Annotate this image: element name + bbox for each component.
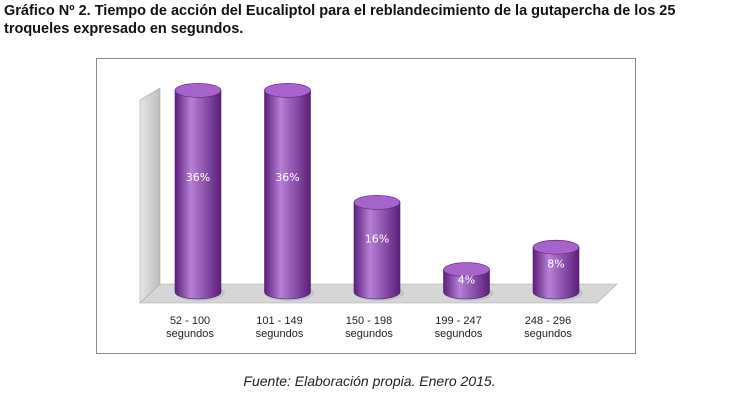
bar-1 bbox=[174, 83, 225, 301]
category-label-2-2: segundos bbox=[256, 328, 304, 340]
chart-back-wall bbox=[139, 87, 161, 304]
category-label-3-1: 150 - 198 bbox=[346, 315, 392, 327]
data-label-4: 4% bbox=[458, 274, 475, 287]
category-label-3-2: segundos bbox=[345, 328, 393, 340]
category-label-1-1: 52 - 100 bbox=[170, 315, 210, 327]
category-label-5-2: segundos bbox=[524, 328, 572, 340]
data-label-1: 36% bbox=[186, 171, 210, 184]
category-label-2-1: 101 - 149 bbox=[256, 315, 302, 327]
chart-source: Fuente: Elaboración propia. Enero 2015. bbox=[243, 373, 496, 389]
category-label-5-1: 248 - 296 bbox=[525, 315, 571, 327]
category-label-4-1: 199 - 247 bbox=[435, 315, 481, 327]
bar-3 bbox=[353, 195, 404, 301]
bar-2 bbox=[264, 83, 315, 301]
chart-title: Gráfico Nº 2. Tiempo de acción del Eucal… bbox=[4, 3, 676, 37]
bar-5 bbox=[532, 239, 583, 301]
data-label-5: 8% bbox=[547, 257, 564, 270]
data-label-3: 16% bbox=[365, 233, 389, 246]
category-label-4-2: segundos bbox=[435, 328, 483, 340]
bar-4 bbox=[443, 262, 494, 301]
data-label-2: 36% bbox=[275, 171, 299, 184]
category-label-1-2: segundos bbox=[166, 328, 214, 340]
